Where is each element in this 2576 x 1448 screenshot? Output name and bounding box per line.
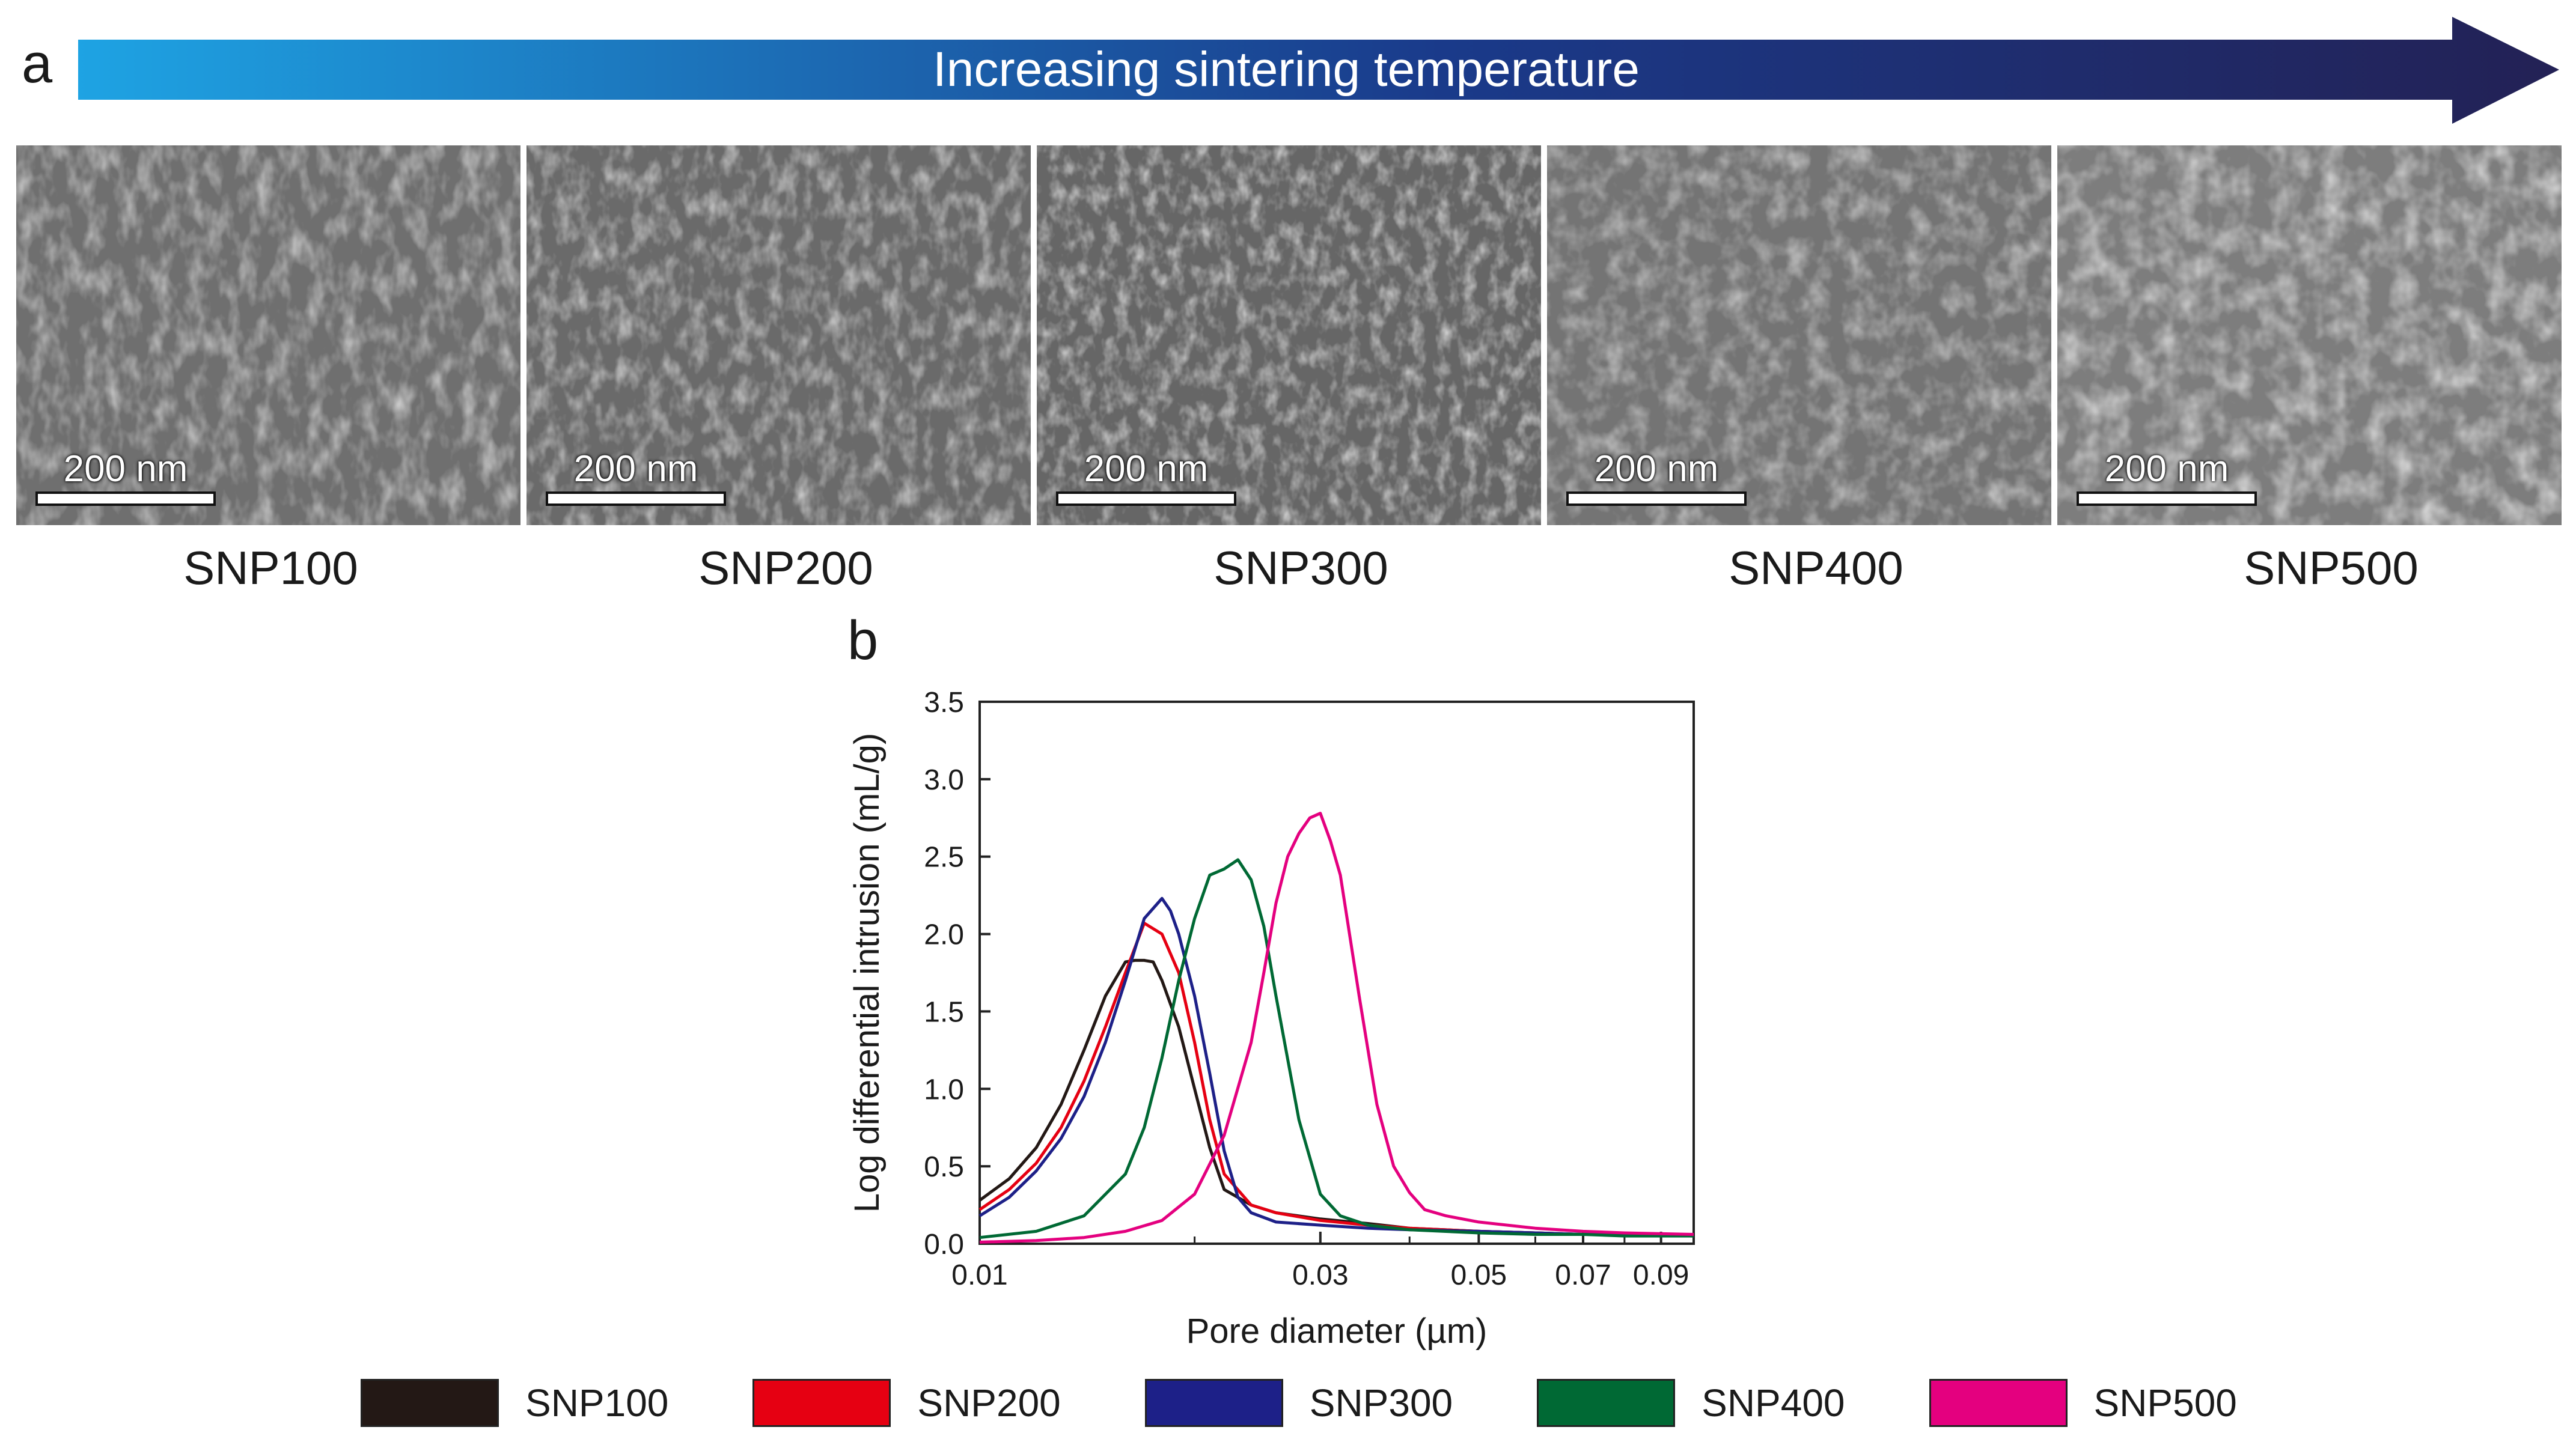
y-axis-label: Log differential intrusion (mL/g) xyxy=(847,733,887,1212)
x-tick-label: 0.03 xyxy=(1292,1259,1348,1291)
y-tick-label: 3.5 xyxy=(924,687,964,719)
series-line-snp200 xyxy=(978,922,1694,1238)
legend-item-snp500: SNP500 xyxy=(1929,1379,2237,1427)
panel-b-label: b xyxy=(847,610,879,671)
legend-label: SNP200 xyxy=(917,1381,1061,1425)
y-tick-label: 0.0 xyxy=(924,1229,964,1261)
caption-snp100: SNP100 xyxy=(183,541,358,594)
arrow-title: Increasing sintering temperature xyxy=(933,42,1640,97)
pore-distribution-chart: 0.0 0.5 1.0 1.5 2.0 2.5 3.0 3.5 0.01 0.03 0.05 0.07… xyxy=(847,687,1695,1351)
caption-snp500: SNP500 xyxy=(2244,541,2419,594)
sem-image-row: 200 nm 200 nm 200 nm 200 nm 200 nm xyxy=(16,145,2562,525)
y-tick-label: 1.0 xyxy=(924,1074,964,1106)
scale-bar: 200 nm xyxy=(1056,451,1236,506)
legend-item-snp400: SNP400 xyxy=(1537,1379,1845,1427)
legend-swatch xyxy=(752,1379,891,1427)
legend-label: SNP400 xyxy=(1702,1381,1845,1425)
y-tick-label: 2.5 xyxy=(924,842,964,874)
legend-swatch xyxy=(1929,1379,2068,1427)
series-line-snp300 xyxy=(978,896,1694,1238)
scale-bar: 200 nm xyxy=(546,451,726,506)
series-line-snp400 xyxy=(979,858,1694,1240)
legend-label: SNP100 xyxy=(525,1381,669,1425)
scale-bar: 200 nm xyxy=(2077,451,2257,506)
legend-label: SNP300 xyxy=(1309,1381,1453,1425)
sem-image-snp500: 200 nm xyxy=(2057,145,2562,525)
y-tick-label: 3.0 xyxy=(924,764,964,796)
y-tick-label: 0.5 xyxy=(924,1151,964,1183)
caption-snp200: SNP200 xyxy=(698,541,873,594)
scale-bar: 200 nm xyxy=(1566,451,1747,506)
legend-item-snp100: SNP100 xyxy=(361,1379,668,1427)
legend-swatch xyxy=(1537,1379,1676,1427)
x-axis-label: Pore diameter (µm) xyxy=(1186,1312,1488,1351)
panel-a-label: a xyxy=(22,33,53,94)
legend-swatch xyxy=(361,1379,499,1427)
caption-snp300: SNP300 xyxy=(1213,541,1388,594)
y-tick-label: 1.5 xyxy=(924,996,964,1028)
legend-label: SNP500 xyxy=(2093,1381,2237,1425)
caption-snp400: SNP400 xyxy=(1729,541,1903,594)
legend-item-snp300: SNP300 xyxy=(1144,1379,1453,1427)
scale-bar: 200 nm xyxy=(35,451,216,506)
x-tick-label: 0.09 xyxy=(1633,1259,1689,1291)
legend-swatch xyxy=(1144,1379,1283,1427)
sem-image-snp200: 200 nm xyxy=(526,145,1031,525)
legend-item-snp200: SNP200 xyxy=(752,1379,1061,1427)
x-tick-label: 0.07 xyxy=(1555,1259,1611,1291)
series-line-snp100 xyxy=(978,958,1694,1238)
x-tick-label: 0.05 xyxy=(1451,1259,1507,1291)
sem-image-snp400: 200 nm xyxy=(1547,145,2051,525)
x-tick-label: 0.01 xyxy=(951,1259,1007,1291)
sem-image-snp300: 200 nm xyxy=(1037,145,1541,525)
series-line-snp500 xyxy=(979,812,1694,1244)
legend: SNP100 SNP200 SNP300 SNP400 SNP500 xyxy=(361,1379,2237,1427)
sem-image-snp100: 200 nm xyxy=(16,145,520,525)
y-tick-label: 2.0 xyxy=(924,919,964,951)
plot-frame xyxy=(978,701,1695,1245)
temperature-arrow xyxy=(78,17,2559,124)
